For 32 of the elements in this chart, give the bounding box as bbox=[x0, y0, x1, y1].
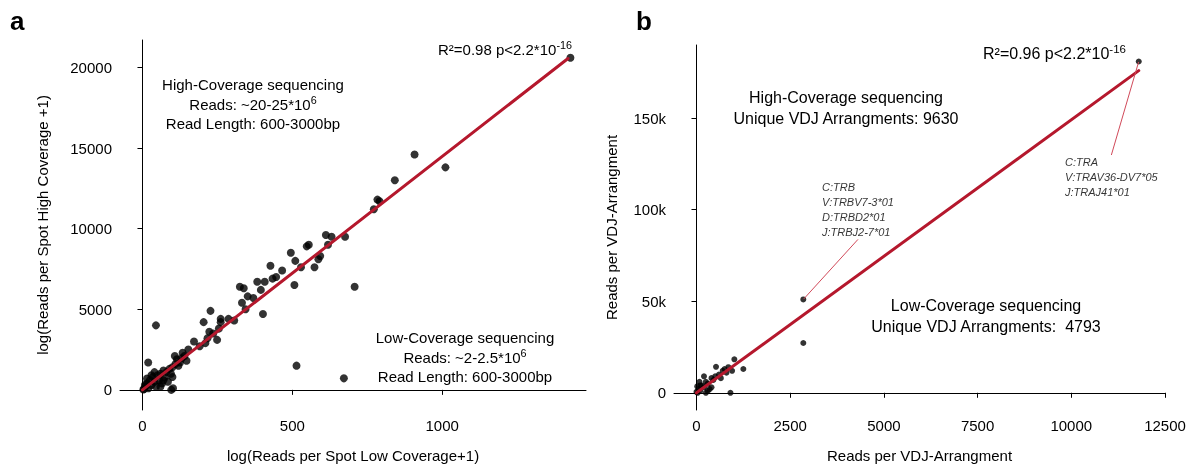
annotation: C:TRA V:TRAV36-DV7*05 J:TRAJ41*01 bbox=[1064, 156, 1159, 199]
x-tick-label: 1000 bbox=[425, 417, 459, 434]
y-tick-label: 0 bbox=[103, 381, 112, 399]
y-tick-label: 100k bbox=[633, 201, 667, 219]
chart-title: b bbox=[636, 6, 652, 36]
annotation: R²=0.96 p<2.2*10$^{-16}$ bbox=[983, 42, 1126, 64]
x-tick-label: 5000 bbox=[867, 417, 901, 434]
y-tick-label: 150k bbox=[633, 109, 667, 127]
x-axis-title: log(Reads per Spot Low Coverage+1) bbox=[226, 447, 480, 464]
x-tick-label: 500 bbox=[279, 417, 305, 434]
y-axis-title: Reads per VDJ-Arrangment bbox=[603, 134, 620, 321]
annotation: C:TRB V:TRBV7-3*01 D:TRBD2*01 J:TRBJ2-7*01 bbox=[821, 181, 894, 238]
y-tick-label: 0 bbox=[657, 384, 666, 402]
x-tick-label: 12500 bbox=[1144, 417, 1186, 434]
y-tick-label: 5000 bbox=[78, 300, 112, 318]
y-tick-label: 15000 bbox=[70, 139, 112, 157]
annotation: Low-Coverage sequencing Unique VDJ Arrangments: 4793 bbox=[871, 296, 1101, 337]
y-tick-label: 10000 bbox=[70, 220, 112, 238]
annotation: High-Coverage sequencing Reads: ~20-25*10$^{6}$ Read Length: 600-3000bp bbox=[162, 75, 344, 134]
annotation: R²=0.98 p<2.2*10$^{-16}$ bbox=[437, 39, 572, 60]
y-tick-label: 20000 bbox=[70, 58, 112, 76]
chart-title: a bbox=[10, 6, 25, 36]
x-tick-label: 7500 bbox=[960, 417, 995, 434]
annotation: High-Coverage sequencing Unique VDJ Arrangments: 9630 bbox=[733, 88, 959, 129]
annotation: Low-Coverage sequencing Reads: ~2-2.5*10$^{6}$ Read Length: 600-3000bp bbox=[375, 328, 555, 387]
x-tick-label: 10000 bbox=[1050, 417, 1093, 434]
x-tick-label: 2500 bbox=[773, 417, 807, 434]
y-tick-label: 50k bbox=[641, 292, 667, 310]
x-axis-title: Reads per VDJ-Arrangment bbox=[826, 447, 1013, 464]
x-tick-label: 0 bbox=[138, 417, 147, 434]
y-axis-title: log(Reads per Spot High Coverage +1) bbox=[34, 95, 51, 355]
x-tick-label: 0 bbox=[692, 417, 701, 434]
